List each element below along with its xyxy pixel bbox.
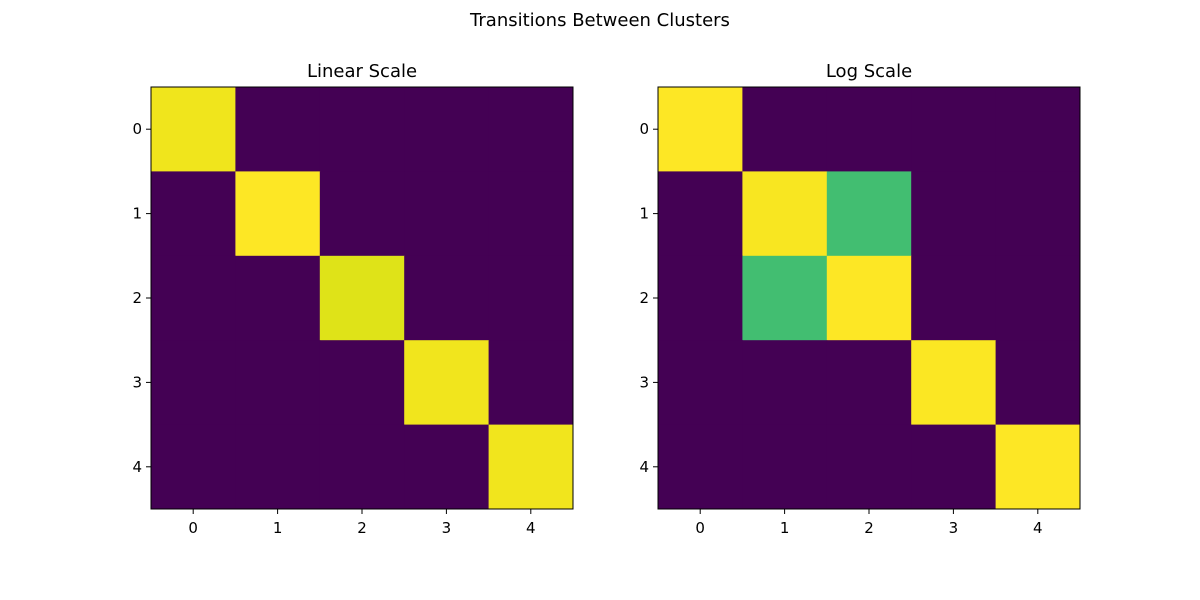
heatmap-cell-r2-c0 [658,255,743,341]
heatmap-cell-r1-c0 [151,171,236,257]
x-tick-label: 0 [188,519,198,537]
heatmap-cell-r2-c4 [995,255,1081,341]
heatmap-cell-r1-c3 [404,171,490,257]
heatmap-cell-r1-c3 [911,171,997,257]
heatmap-cell-r3-c2 [319,340,405,426]
figure-title: Transitions Between Clusters [469,10,730,31]
panel-title: Log Scale [826,61,912,82]
x-tick-label: 4 [1033,519,1043,537]
x-tick-label: 1 [780,519,790,537]
heatmap-cell-r0-c4 [488,87,574,172]
heatmap-cell-r3-c1 [235,340,321,426]
heatmap-panel-2: Log Scale 0 1 2 3 4 0 1 2 3 4 [639,61,1081,537]
heatmap-cell-r2-c4 [488,255,574,341]
x-tick-label: 2 [357,519,367,537]
heatmap-cell-r0-c2 [826,87,912,172]
heatmap-cell-r3-c0 [151,340,236,426]
heatmap-cell-r0-c0 [151,87,236,172]
y-tick-label: 4 [132,458,142,476]
heatmap-cell-r1-c1 [742,171,828,257]
heatmap-cell-r4-c0 [658,424,743,510]
heatmap-cell-r1-c4 [488,171,574,257]
heatmap-cell-r3-c3 [911,340,997,426]
heatmap-cell-r4-c0 [151,424,236,510]
heatmap-cell-r4-c3 [911,424,997,510]
heatmap-panel-1: Linear Scale 0 1 2 3 4 0 1 2 3 4 [132,61,574,537]
y-tick-label: 1 [639,205,649,223]
heatmap-cell-r3-c0 [658,340,743,426]
heatmap-cell-r4-c2 [319,424,405,510]
heatmap-cell-r4-c1 [742,424,828,510]
heatmap-cell-r3-c3 [404,340,490,426]
heatmap-cell-r2-c1 [235,255,321,341]
heatmap-cell-r0-c3 [911,87,997,172]
x-tick-label: 4 [526,519,536,537]
panel-title: Linear Scale [307,61,417,82]
heatmap-cell-r0-c2 [319,87,405,172]
y-tick-label: 4 [639,458,649,476]
heatmap-cell-r4-c4 [488,424,574,510]
x-tick-label: 3 [949,519,959,537]
heatmap-cell-r3-c2 [826,340,912,426]
heatmap-cell-r4-c2 [826,424,912,510]
heatmap-cell-r4-c1 [235,424,321,510]
heatmap-cell-r4-c4 [995,424,1081,510]
x-tick-label: 2 [864,519,874,537]
heatmap-cell-r1-c2 [319,171,405,257]
x-tick-label: 1 [273,519,283,537]
heatmap-cell-r1-c2 [826,171,912,257]
heatmap-cell-r3-c4 [488,340,574,426]
heatmap-cell-r3-c1 [742,340,828,426]
heatmap-cell-r1-c1 [235,171,321,257]
heatmap-cell-r1-c0 [658,171,743,257]
y-tick-label: 2 [132,289,142,307]
y-tick-label: 0 [132,120,142,138]
heatmap-cell-r1-c4 [995,171,1081,257]
y-tick-label: 2 [639,289,649,307]
y-tick-label: 3 [639,373,649,391]
y-tick-label: 0 [639,120,649,138]
heatmap-cell-r0-c4 [995,87,1081,172]
heatmap-cell-r2-c2 [319,255,405,341]
heatmap-cell-r2-c2 [826,255,912,341]
heatmap-cell-r2-c1 [742,255,828,341]
heatmap-cell-r0-c1 [742,87,828,172]
heatmap-cell-r4-c3 [404,424,490,510]
y-tick-label: 1 [132,205,142,223]
y-tick-label: 3 [132,373,142,391]
heatmap-cell-r0-c3 [404,87,490,172]
heatmap-cell-r0-c1 [235,87,321,172]
heatmap-cell-r2-c3 [404,255,490,341]
heatmap-cell-r2-c3 [911,255,997,341]
x-tick-label: 3 [442,519,452,537]
x-tick-label: 0 [695,519,705,537]
heatmap-cell-r2-c0 [151,255,236,341]
heatmap-cell-r3-c4 [995,340,1081,426]
heatmap-cell-r0-c0 [658,87,743,172]
